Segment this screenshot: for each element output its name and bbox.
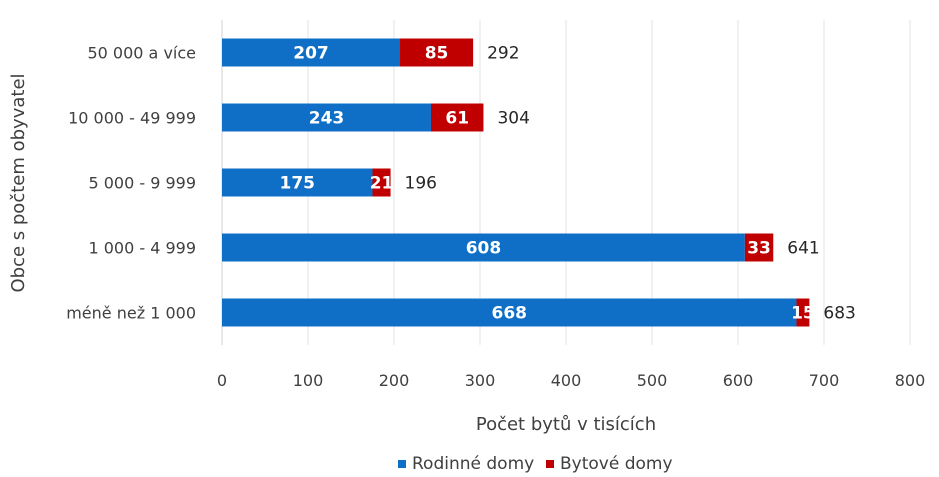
bar-bytove-domy xyxy=(372,168,391,197)
bar-value-label: 668 xyxy=(491,304,527,324)
x-tick-label: 300 xyxy=(465,371,496,390)
bar-value-label: 207 xyxy=(293,44,329,64)
bar-value-label: 175 xyxy=(280,174,316,194)
bar-value-label: 33 xyxy=(747,239,771,259)
bar-rodinne-domy xyxy=(222,38,401,67)
legend-swatch xyxy=(398,460,406,468)
x-tick-label: 400 xyxy=(551,371,582,390)
bar-bytove-domy xyxy=(744,233,774,262)
bar-total-label: 196 xyxy=(405,174,437,194)
x-axis-ticks: 0 100 200 300 400 500 600 700 800 xyxy=(217,371,925,390)
y-category-label: 1 000 - 4 999 xyxy=(88,239,196,258)
bar-value-label: 85 xyxy=(425,44,449,64)
bar-rodinne-domy xyxy=(222,103,431,132)
x-tick-label: 200 xyxy=(379,371,410,390)
bar-value-label: 61 xyxy=(445,109,469,129)
bar-bytove-domy xyxy=(430,103,484,132)
bar-total-label: 304 xyxy=(497,109,529,129)
bar-bytove-domy xyxy=(400,38,474,67)
legend-label: Rodinné domy xyxy=(412,454,534,474)
y-axis-categories: 50 000 a více 10 000 - 49 999 5 000 - 9 99… xyxy=(66,44,196,323)
legend-label: Bytové domy xyxy=(560,454,673,474)
y-category-label: 5 000 - 9 999 xyxy=(88,174,196,193)
bar-total-label: 641 xyxy=(787,239,819,259)
x-axis-title: Počet bytů v tisících xyxy=(476,414,656,435)
bar-bytove-domy xyxy=(796,298,810,327)
bars: 207 85 292 243 61 304 175 21 196 608 33 641 668 15 683 xyxy=(222,38,856,327)
x-tick-label: 100 xyxy=(293,371,324,390)
legend-swatch xyxy=(546,460,554,468)
x-tick-label: 500 xyxy=(637,371,668,390)
bar-total-label: 683 xyxy=(823,304,855,324)
bar-total-label: 292 xyxy=(487,44,519,64)
bar-value-label: 21 xyxy=(370,174,394,194)
x-tick-label: 600 xyxy=(723,371,754,390)
x-tick-label: 0 xyxy=(217,371,227,390)
y-category-label: méně než 1 000 xyxy=(66,304,196,323)
legend: Rodinné domy Bytové domy xyxy=(398,454,673,474)
y-category-label: 50 000 a více xyxy=(87,44,196,63)
bar-value-label: 243 xyxy=(309,109,345,129)
x-tick-label: 800 xyxy=(895,371,926,390)
bar-value-label: 608 xyxy=(466,239,502,259)
y-axis-title: Obce s počtem obyvatel xyxy=(8,73,29,292)
y-category-label: 10 000 - 49 999 xyxy=(68,109,196,128)
bar-rodinne-domy xyxy=(222,233,745,262)
x-tick-label: 700 xyxy=(809,371,840,390)
bar-rodinne-domy xyxy=(222,168,373,197)
bar-rodinne-domy xyxy=(222,298,797,327)
bar-value-label: 15 xyxy=(791,304,815,324)
